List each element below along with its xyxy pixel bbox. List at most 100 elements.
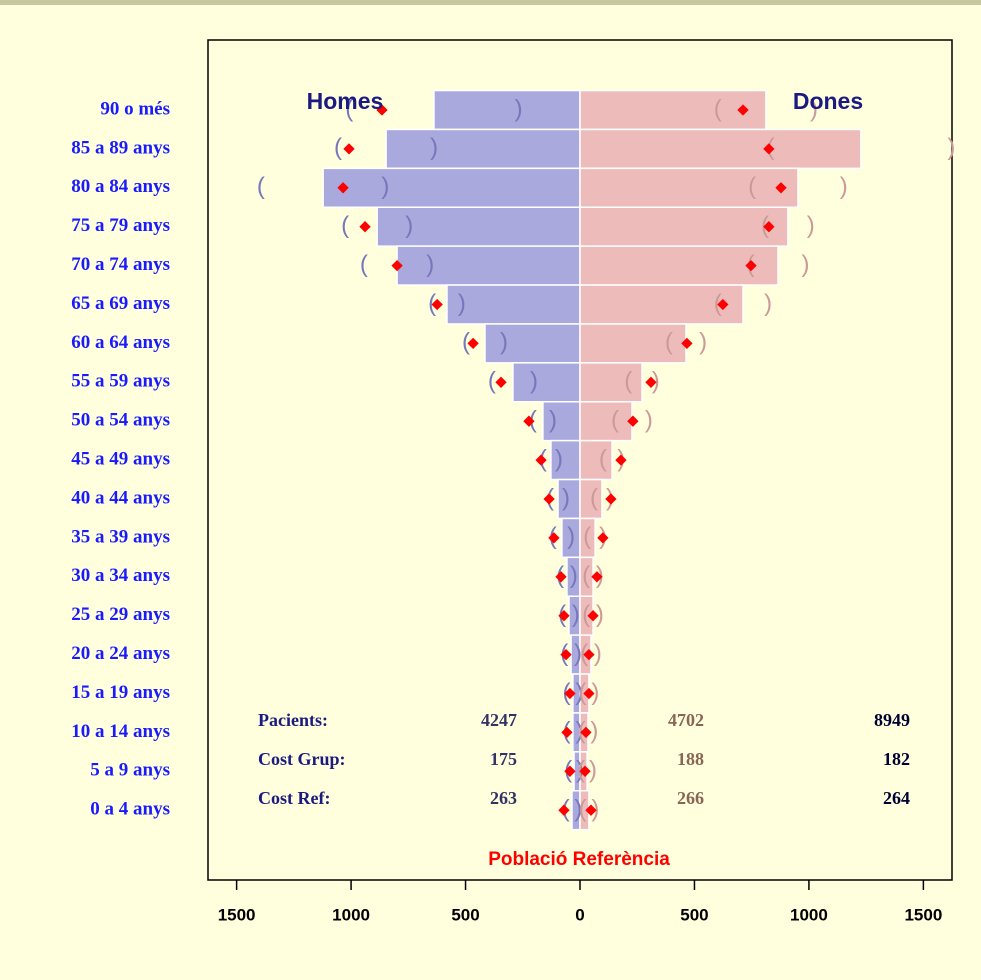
ci-open: ( — [714, 95, 722, 122]
bar — [579, 323, 687, 364]
reference-dot — [343, 143, 355, 155]
ci-close: ) — [426, 251, 434, 278]
bar — [579, 284, 744, 325]
ci-close: ) — [567, 523, 575, 550]
category-label: 60 a 64 anys — [71, 332, 170, 353]
reference-dot — [763, 143, 775, 155]
reference-dot — [591, 571, 603, 583]
reference-dot — [391, 259, 403, 272]
ci-open: ( — [257, 173, 265, 200]
category-label: 5 a 9 anys — [90, 760, 170, 781]
category-label: 70 a 74 anys — [71, 254, 170, 275]
ci-close: ) — [810, 95, 818, 122]
reference-dot — [627, 415, 639, 427]
ci-close: ) — [596, 601, 604, 628]
ci-close: ) — [381, 173, 389, 200]
summary-label: Cost Ref: — [258, 788, 330, 808]
ci-close: ) — [562, 484, 570, 511]
ci-open: ( — [665, 329, 673, 356]
reference-dot — [775, 182, 787, 194]
category-label: 35 a 39 anys — [71, 526, 170, 547]
bar — [512, 362, 581, 403]
bar — [446, 284, 581, 325]
reference-dot — [681, 337, 693, 350]
summary-value: 4702 — [668, 710, 704, 730]
x-tick-label: 500 — [451, 905, 479, 924]
ci-open: ( — [488, 368, 496, 395]
bar — [385, 128, 581, 170]
reference-dot — [763, 221, 775, 233]
reference-dot — [523, 415, 535, 427]
x-tick-label: 500 — [680, 905, 708, 924]
reference-dot — [495, 376, 507, 388]
summary-value: 8949 — [874, 710, 910, 730]
ci-close: ) — [699, 329, 707, 356]
reference-dot — [580, 726, 592, 739]
ci-open: ( — [611, 407, 619, 434]
reference-dot — [717, 298, 729, 311]
ci-open: ( — [428, 290, 436, 317]
summary-value: 175 — [490, 749, 517, 769]
x-tick-label: 1500 — [904, 905, 942, 924]
reference-dot — [583, 687, 595, 700]
ci-open: ( — [582, 601, 590, 628]
ci-close: ) — [575, 679, 583, 706]
category-label: 75 a 79 anys — [71, 215, 170, 236]
ci-close: ) — [589, 757, 597, 784]
ci-open: ( — [590, 484, 598, 511]
reference-dot — [555, 571, 567, 583]
ci-open: ( — [360, 251, 368, 278]
summary-value: 182 — [883, 749, 910, 769]
reference-dot — [561, 726, 573, 739]
ci-close: ) — [405, 212, 413, 239]
category-label: 10 a 14 anys — [71, 721, 170, 742]
ci-close: ) — [576, 757, 584, 784]
reference-dot — [535, 454, 547, 466]
category-label: 25 a 29 anys — [71, 604, 170, 625]
category-label: 65 a 69 anys — [71, 293, 170, 314]
summary-value: 266 — [677, 788, 704, 808]
reference-dot — [605, 493, 617, 505]
bar — [433, 89, 581, 131]
category-label: 90 o més — [100, 98, 170, 119]
ci-close: ) — [807, 212, 815, 239]
bar — [579, 167, 799, 209]
ci-close: ) — [555, 445, 563, 472]
reference-dot — [564, 687, 576, 700]
reference-dot — [359, 221, 371, 233]
category-label: 30 a 34 anys — [71, 565, 170, 586]
reference-dot — [745, 259, 757, 272]
ci-close: ) — [590, 718, 598, 745]
bar — [396, 245, 581, 286]
bar — [579, 401, 633, 442]
bar — [322, 167, 581, 209]
summary-value: 4247 — [481, 710, 517, 730]
ci-open: ( — [714, 290, 722, 317]
category-label: 80 a 84 anys — [71, 176, 170, 197]
reference-dot — [583, 648, 595, 661]
category-label: 0 a 4 anys — [90, 799, 170, 820]
category-label: 20 a 24 anys — [71, 643, 170, 664]
ci-close: ) — [530, 368, 538, 395]
x-tick-label: 1000 — [790, 905, 828, 924]
bar — [376, 206, 581, 247]
bar — [579, 128, 862, 170]
category-label: 55 a 59 anys — [71, 371, 170, 392]
ci-close: ) — [515, 95, 523, 122]
ci-open: ( — [599, 445, 607, 472]
ci-close: ) — [652, 368, 660, 395]
reference-dot — [431, 298, 443, 311]
ci-close: ) — [591, 679, 599, 706]
reference-dot — [587, 610, 599, 622]
ci-open: ( — [624, 368, 632, 395]
bar — [579, 362, 643, 403]
reference-dot — [558, 610, 570, 622]
ci-open: ( — [579, 679, 587, 706]
ci-close: ) — [430, 134, 438, 161]
ci-close: ) — [764, 290, 772, 317]
x-tick-label: 1000 — [332, 905, 370, 924]
ci-open: ( — [582, 562, 590, 589]
reference-dot — [467, 337, 479, 350]
reference-dot — [543, 493, 555, 505]
ci-close: ) — [500, 329, 508, 356]
